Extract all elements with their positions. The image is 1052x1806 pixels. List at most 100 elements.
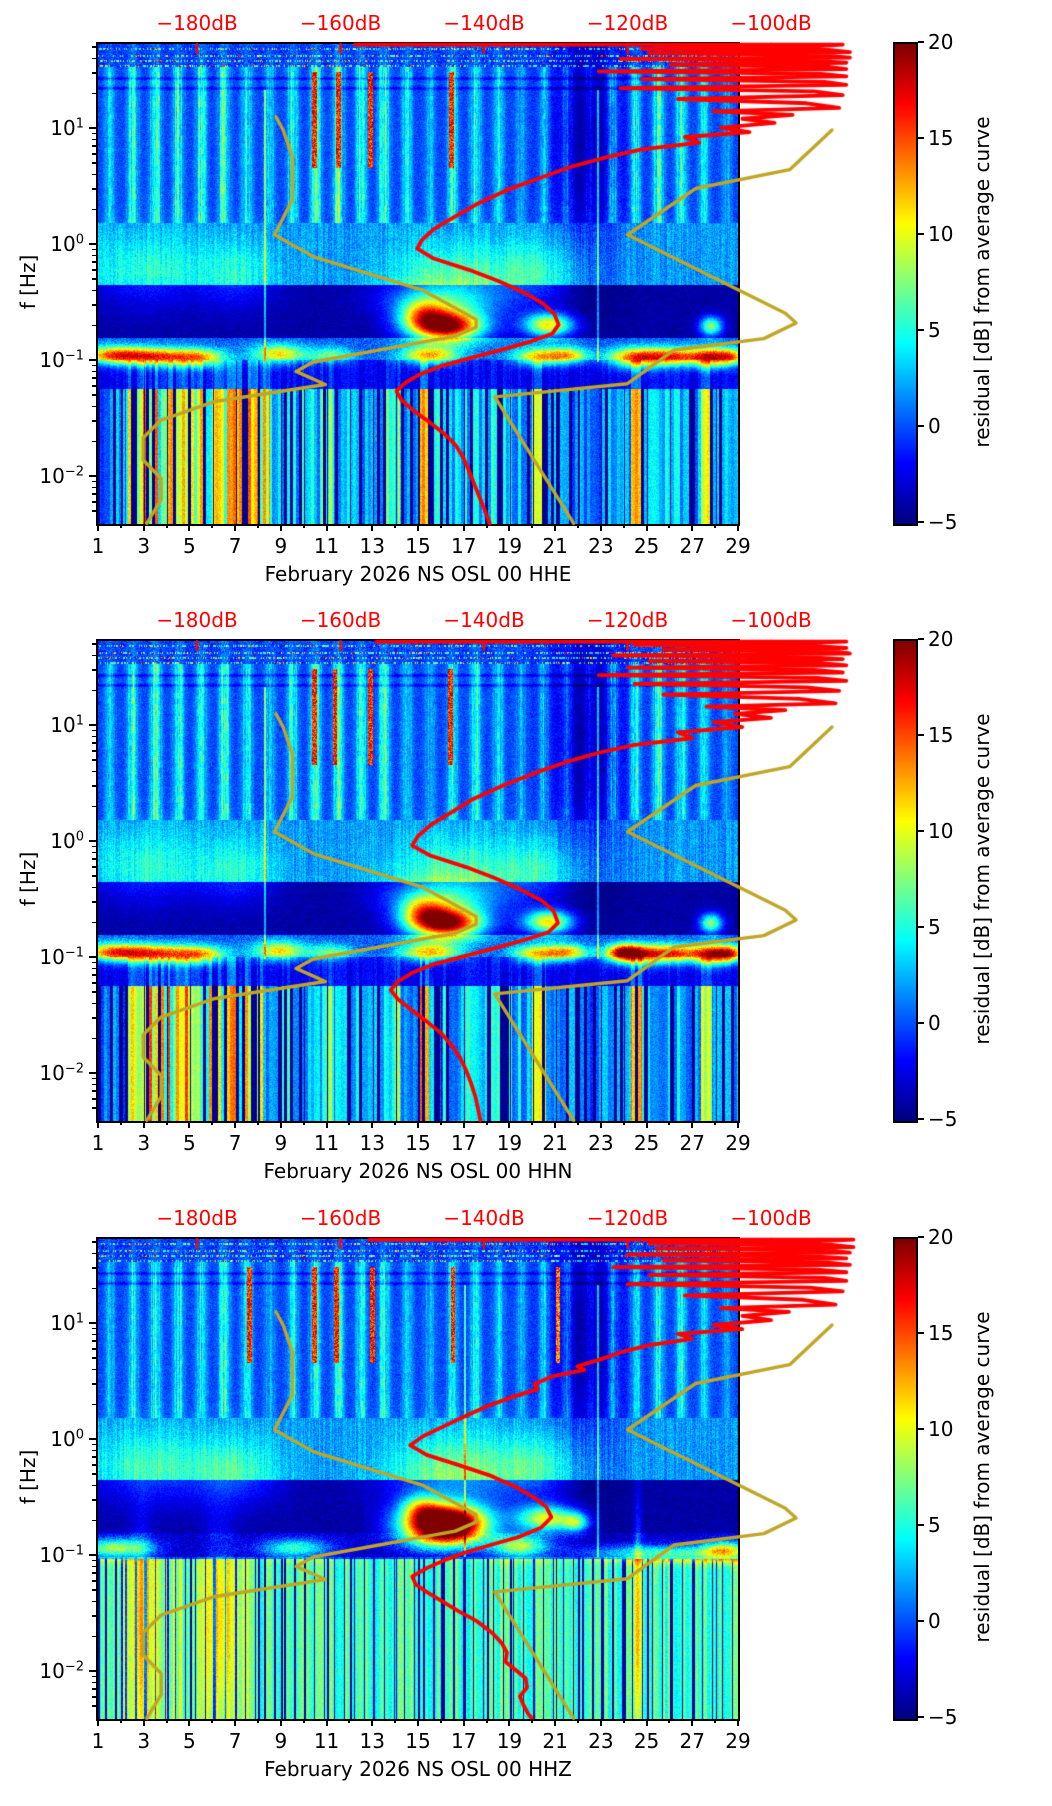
x-tick-label: 29 <box>725 1729 751 1753</box>
colorbar-gradient <box>895 44 916 524</box>
y-minor-tick <box>92 162 96 164</box>
spectrogram-heatmap <box>98 1239 738 1719</box>
y-minor-tick <box>92 269 96 271</box>
x-tick-label: 25 <box>633 534 660 558</box>
colorbar-tick-label: 15 <box>928 723 954 747</box>
x-minor-tick <box>119 524 122 528</box>
y-axis-label: f [Hz] <box>16 851 40 907</box>
colorbar-tick-label: 10 <box>928 1417 954 1441</box>
y-minor-tick <box>92 377 96 379</box>
colorbar-tick-label: 5 <box>928 915 941 939</box>
y-minor-tick <box>92 845 96 848</box>
x-major-tick <box>371 1121 374 1128</box>
y-minor-tick <box>92 1572 96 1574</box>
y-major-tick <box>89 1554 96 1556</box>
y-tick-label: 10−1 <box>39 1543 84 1567</box>
y-minor-tick <box>92 1383 96 1385</box>
y-minor-tick <box>92 188 96 190</box>
y-major-tick <box>89 1670 96 1672</box>
x-major-tick <box>371 524 374 531</box>
top-db-tick-label: −180dB <box>156 11 238 35</box>
x-minor-tick <box>668 1719 671 1723</box>
x-minor-tick <box>439 524 442 528</box>
x-minor-tick <box>668 1121 671 1125</box>
x-minor-tick <box>302 1719 305 1723</box>
colorbar-tick-label: 20 <box>928 30 954 54</box>
x-tick-label: 21 <box>542 1729 568 1753</box>
x-major-tick <box>599 1719 602 1726</box>
y-minor-tick <box>92 1327 96 1330</box>
y-minor-tick <box>92 440 96 443</box>
x-tick-label: 17 <box>450 534 477 558</box>
x-minor-tick <box>531 1719 534 1723</box>
y-minor-tick <box>92 1403 96 1406</box>
y-minor-tick <box>92 901 96 903</box>
colorbar-tick-label: 0 <box>928 414 941 438</box>
y-minor-tick <box>92 961 96 964</box>
top-db-tick-label: −100dB <box>730 11 812 35</box>
x-minor-tick <box>302 1121 305 1125</box>
x-tick-label: 17 <box>450 1131 477 1155</box>
colorbar <box>893 639 918 1123</box>
spectrogram-plot <box>96 42 900 528</box>
spectrogram-panel-hhn: −180dB −160dB −140dB −120dB −100dB f [Hz] Fe… <box>0 597 1052 1199</box>
x-minor-tick <box>302 524 305 528</box>
x-minor-tick <box>394 1121 397 1125</box>
y-minor-tick <box>92 866 96 868</box>
y-minor-tick <box>92 208 96 211</box>
x-major-tick <box>188 1121 191 1128</box>
x-tick-label: 1 <box>91 534 105 558</box>
colorbar-tick <box>918 830 924 832</box>
y-minor-tick <box>92 1600 96 1603</box>
x-tick-label: 1 <box>91 1131 105 1155</box>
y-minor-tick <box>92 1580 96 1582</box>
colorbar-tick-label: 15 <box>928 126 954 150</box>
colorbar-tick-label: 20 <box>928 627 954 651</box>
y-minor-tick <box>92 643 96 645</box>
y-tick-label: 10−1 <box>39 945 84 969</box>
x-tick-label: 11 <box>313 1729 340 1753</box>
y-minor-tick <box>92 1456 96 1458</box>
y-major-tick <box>89 724 96 726</box>
x-tick-label: 11 <box>313 1131 340 1155</box>
y-minor-tick <box>92 370 96 373</box>
y-axis-label: f [Hz] <box>16 1449 40 1505</box>
y-minor-tick <box>92 1519 96 1522</box>
y-minor-tick <box>92 1340 96 1342</box>
y-minor-tick <box>92 1696 96 1698</box>
colorbar-tick-label: 0 <box>928 1011 941 1035</box>
x-tick-label: 7 <box>228 1131 242 1155</box>
colorbar-tick <box>918 734 924 736</box>
x-minor-tick <box>119 1719 122 1723</box>
y-tick-label: 10−2 <box>39 464 84 488</box>
spectrogram-heatmap <box>98 44 738 524</box>
top-db-tick-label: −120dB <box>586 608 669 632</box>
y-minor-tick <box>92 385 96 387</box>
y-minor-tick <box>92 92 96 95</box>
y-minor-tick <box>92 1443 96 1446</box>
x-minor-tick <box>211 524 214 528</box>
x-minor-tick <box>165 524 168 528</box>
x-major-tick <box>325 524 328 531</box>
y-minor-tick <box>92 1635 96 1638</box>
y-tick-label: 10−2 <box>39 1061 84 1085</box>
x-minor-tick <box>211 1719 214 1723</box>
x-major-tick <box>599 524 602 531</box>
x-tick-label: 5 <box>183 1131 196 1155</box>
y-minor-tick <box>92 1252 96 1255</box>
x-minor-tick <box>531 524 534 528</box>
y-minor-tick <box>92 324 96 327</box>
colorbar-tick <box>918 137 924 139</box>
y-minor-tick <box>92 1017 96 1019</box>
x-major-tick <box>645 524 648 531</box>
x-major-tick <box>508 1719 511 1726</box>
y-minor-tick <box>92 1357 96 1359</box>
y-minor-tick <box>92 805 96 808</box>
x-major-tick <box>142 1121 145 1128</box>
top-db-tick-label: −100dB <box>730 1206 812 1230</box>
top-db-tick-label: −120dB <box>586 1206 669 1230</box>
y-minor-tick <box>92 967 96 970</box>
y-minor-tick <box>92 886 96 889</box>
colorbar-tick <box>918 233 924 235</box>
x-major-tick <box>554 1719 557 1726</box>
